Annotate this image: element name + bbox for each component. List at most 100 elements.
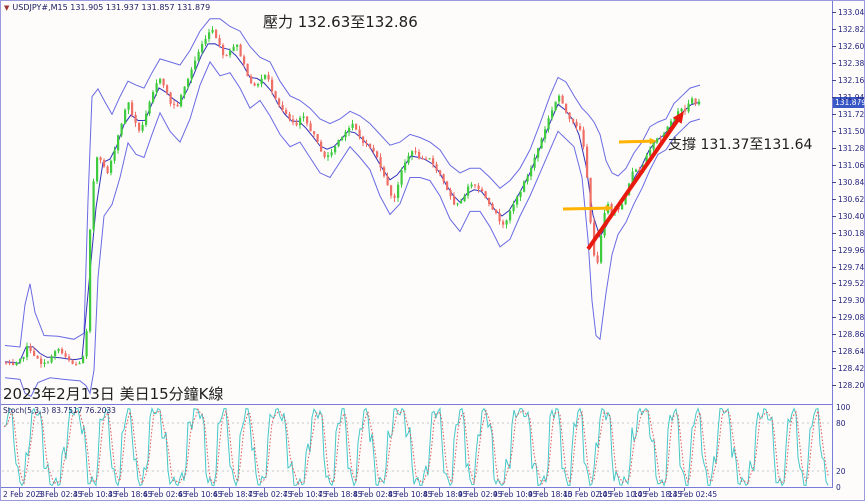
price-scale-label: 132.825	[838, 25, 865, 34]
time-axis-label: 8 Feb 02:45	[353, 490, 398, 499]
price-tick	[832, 46, 836, 47]
time-tick	[54, 488, 55, 491]
time-tick	[124, 488, 125, 491]
time-tick	[649, 488, 650, 491]
price-tick	[832, 97, 836, 98]
price-scale-label: 129.745	[838, 263, 865, 272]
price-scale-label: 132.605	[838, 42, 865, 51]
time-tick	[264, 488, 265, 491]
time-tick	[194, 488, 195, 491]
price-scale-label: 128.645	[838, 347, 865, 356]
time-axis-label: 9 Feb 10:45	[493, 490, 538, 499]
resistance-annotation: 壓力 132.63至132.86	[263, 13, 418, 31]
time-axis-label: 7 Feb 10:45	[283, 490, 328, 499]
price-tick	[832, 216, 836, 217]
time-axis-label: 7 Feb 18:45	[318, 490, 363, 499]
chart-title: USDJPY#,M15 131.905 131.937 131.857 131.…	[12, 3, 211, 12]
time-axis-label: 3 Feb 18:45	[108, 490, 153, 499]
price-scale-label: 128.425	[838, 364, 865, 373]
stoch-scale-label: 20	[836, 467, 846, 476]
time-axis-label: 3 Feb 02:45	[38, 490, 83, 499]
stoch-name: Stoch(5,3,3)	[3, 406, 50, 415]
price-tick	[832, 334, 836, 335]
price-tick	[832, 182, 836, 183]
price-scale-label: 128.865	[838, 330, 865, 339]
price-scale-label: 131.285	[838, 144, 865, 153]
price-scale-label: 132.385	[838, 59, 865, 68]
time-axis-label: 9 Feb 02:45	[458, 490, 503, 499]
time-axis-label: 6 Feb 02:45	[143, 490, 188, 499]
symbol-dropdown-icon[interactable]: ▼	[4, 4, 10, 12]
time-tick	[19, 488, 20, 491]
price-tick	[832, 351, 836, 352]
stoch-k-line	[3, 406, 829, 488]
price-tick	[832, 250, 836, 251]
price-scale-label: 129.525	[838, 279, 865, 288]
trend-arrow[interactable]	[586, 111, 684, 251]
support-arrow-1[interactable]	[562, 204, 613, 212]
time-axis-label: 2 Feb 2023	[3, 490, 45, 499]
price-scale-label: 130.185	[838, 229, 865, 238]
price-scale-label: 131.945	[838, 93, 865, 102]
time-tick	[404, 488, 405, 491]
price-scale-label: 130.625	[838, 195, 865, 204]
price-tick	[832, 368, 836, 369]
time-axis-label: 10 Feb 10:45	[598, 490, 648, 499]
stoch-d-line	[3, 407, 829, 486]
bollinger-lower-line	[4, 60, 701, 397]
price-tick	[832, 199, 836, 200]
time-axis-label: 9 Feb 18:45	[528, 490, 573, 499]
time-tick	[369, 488, 370, 491]
price-tick	[832, 148, 836, 149]
price-tick	[832, 114, 836, 115]
price-tick	[832, 385, 836, 386]
stochastic-panel[interactable]	[0, 404, 833, 488]
time-tick	[159, 488, 160, 491]
caption-annotation: 2023年2月13日 美日15分鐘K線	[3, 385, 224, 403]
price-tick	[832, 283, 836, 284]
time-axis-label: 8 Feb 18:45	[423, 490, 468, 499]
price-tick	[832, 12, 836, 13]
time-tick	[509, 488, 510, 491]
price-tick	[832, 267, 836, 268]
price-scale-label: 131.065	[838, 161, 865, 170]
stoch-d-value: 76.2033	[84, 406, 116, 415]
time-axis-label: 6 Feb 18:45	[213, 490, 258, 499]
time-axis-label: 3 Feb 10:45	[73, 490, 118, 499]
time-tick	[684, 488, 685, 491]
price-tick	[832, 165, 836, 166]
time-axis-label: 7 Feb 02:45	[248, 490, 293, 499]
time-tick	[229, 488, 230, 491]
time-axis-label: 10 Feb 18:45	[633, 490, 683, 499]
time-tick	[299, 488, 300, 491]
time-tick	[89, 488, 90, 491]
time-tick	[334, 488, 335, 491]
price-scale-label: 130.845	[838, 178, 865, 187]
price-scale-label: 129.085	[838, 313, 865, 322]
price-tick	[832, 63, 836, 64]
bollinger-upper-line	[4, 18, 701, 348]
price-tick	[832, 300, 836, 301]
time-axis-label: 6 Feb 10:45	[178, 490, 223, 499]
time-tick	[544, 488, 545, 491]
time-tick	[474, 488, 475, 491]
price-scale-label: 129.965	[838, 246, 865, 255]
stoch-k-value: 83.7517	[51, 406, 83, 415]
price-scale-label: 131.505	[838, 127, 865, 136]
time-axis-label: 10 Feb 02:45	[563, 490, 613, 499]
main-price-panel[interactable]	[0, 0, 833, 405]
chart-title-row: ▼ USDJPY#,M15 131.905 131.937 131.857 131…	[4, 3, 210, 12]
stochastic-indicator-label: Stoch(5,3,3) 83.7517 76.2033	[3, 406, 116, 415]
price-scale-divider	[832, 0, 833, 488]
support-annotation: 支撐 131.37至131.64	[668, 137, 813, 153]
price-scale-label: 129.305	[838, 296, 865, 305]
time-tick	[579, 488, 580, 491]
support-arrow-2[interactable]	[618, 137, 657, 145]
price-scale-label: 132.165	[838, 76, 865, 85]
price-tick	[832, 317, 836, 318]
price-tick	[832, 131, 836, 132]
stoch-scale-label: 0	[836, 483, 841, 492]
time-axis-label: 8 Feb 10:45	[388, 490, 433, 499]
price-scale-label: 128.205	[838, 381, 865, 390]
